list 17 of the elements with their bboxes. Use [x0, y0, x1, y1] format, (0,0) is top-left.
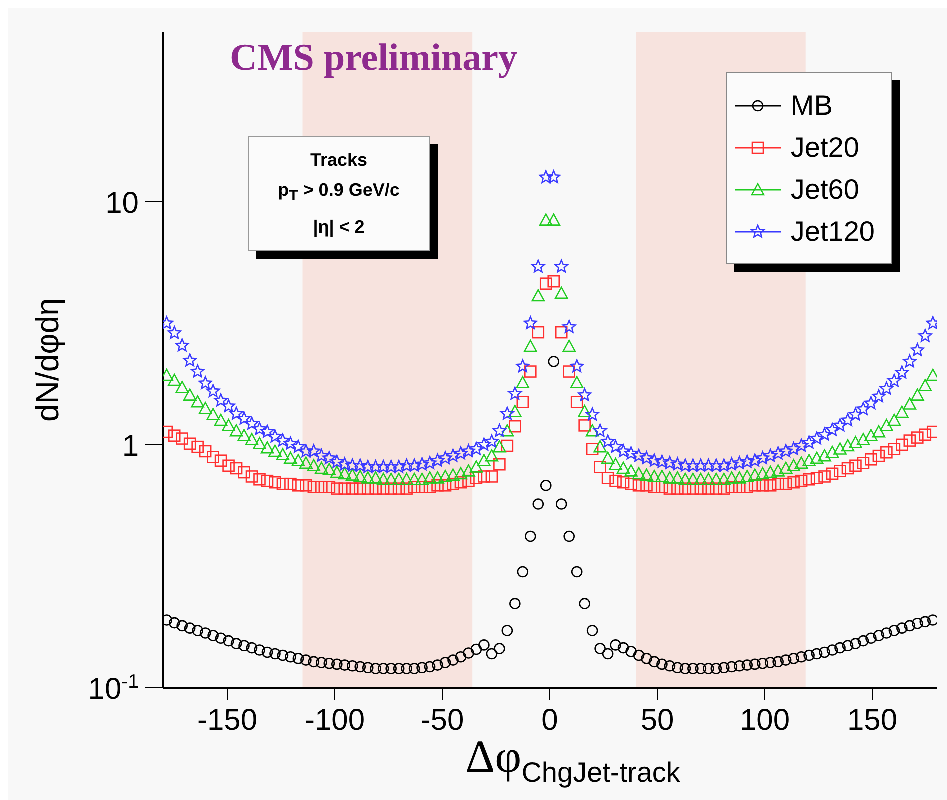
annotation: CMS preliminary — [230, 36, 518, 80]
legend-label: Jet20 — [790, 132, 860, 164]
y-tick-label: 10$^{-1}$ — [88, 671, 139, 706]
annotation: p$_{T}$ > 0.9 GeV/c — [277, 179, 401, 207]
y-axis-title: dN/dφdη — [30, 298, 66, 422]
x-tick-label: 150 — [847, 704, 898, 737]
x-tick-label: -100 — [304, 704, 366, 737]
annotation: |η| < 2 — [312, 216, 366, 239]
y-tick-label: 1 — [122, 430, 139, 463]
annotation: Tracks — [309, 149, 369, 172]
x-tick-label: -50 — [420, 704, 464, 737]
y-tick-label: 10 — [106, 186, 139, 220]
legend-label: Jet120 — [790, 216, 875, 248]
legend-label: Jet60 — [790, 174, 860, 206]
x-tick-label: -150 — [197, 704, 258, 737]
x-tick-label: 100 — [740, 704, 790, 737]
legend-label: MB — [790, 90, 833, 122]
